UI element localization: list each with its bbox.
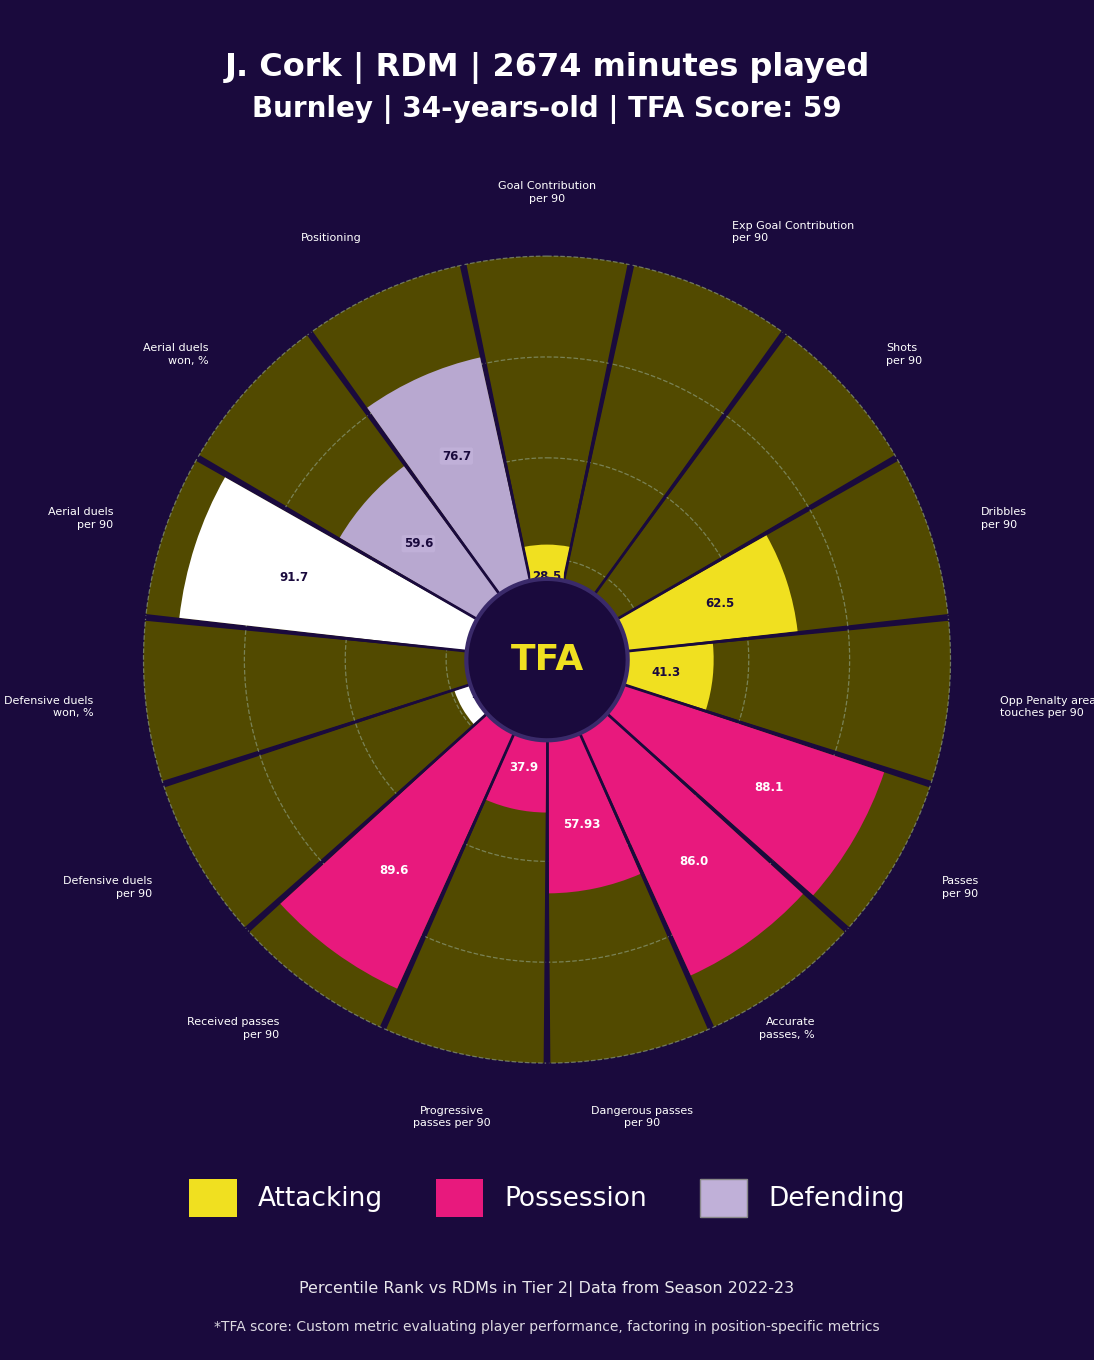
- Bar: [547, 461, 947, 660]
- Bar: [547, 643, 713, 710]
- Text: *TFA score: Custom metric evaluating player performance, factoring in position-s: *TFA score: Custom metric evaluating pla…: [214, 1321, 880, 1334]
- Text: Accurate
passes, %: Accurate passes, %: [759, 1017, 815, 1039]
- Bar: [280, 660, 547, 989]
- Text: Burnley | 34-years-old | TFA Score: 59: Burnley | 34-years-old | TFA Score: 59: [253, 95, 841, 124]
- Bar: [466, 256, 628, 660]
- Bar: [547, 335, 895, 660]
- Text: Dangerous passes
per 90: Dangerous passes per 90: [591, 1106, 693, 1127]
- Text: Percentile Rank vs RDMs in Tier 2| Data from Season 2022-23: Percentile Rank vs RDMs in Tier 2| Data …: [300, 1281, 794, 1297]
- Text: 91.7: 91.7: [279, 571, 309, 583]
- Text: TFA: TFA: [511, 643, 583, 677]
- Text: 24.2: 24.2: [472, 688, 501, 702]
- Text: 62.5: 62.5: [705, 597, 734, 611]
- Bar: [199, 335, 547, 660]
- Bar: [547, 660, 640, 894]
- Text: Aerial duels
won, %: Aerial duels won, %: [142, 343, 208, 366]
- Bar: [547, 660, 930, 928]
- Bar: [249, 660, 547, 1027]
- Text: Defensive duels
per 90: Defensive duels per 90: [62, 876, 152, 899]
- Text: Dribbles
per 90: Dribbles per 90: [980, 507, 1026, 530]
- Text: 17.65: 17.65: [544, 617, 582, 630]
- Text: Progressive
passes per 90: Progressive passes per 90: [414, 1106, 491, 1127]
- Text: 37.9: 37.9: [510, 760, 538, 774]
- Bar: [547, 590, 589, 660]
- Bar: [547, 660, 803, 975]
- Bar: [313, 265, 547, 660]
- Text: 41.3: 41.3: [652, 665, 680, 679]
- Bar: [179, 477, 547, 660]
- Text: 76.7: 76.7: [442, 450, 470, 462]
- Bar: [368, 358, 547, 660]
- Bar: [386, 660, 547, 1064]
- Bar: [547, 609, 602, 660]
- Text: 86.0: 86.0: [679, 855, 709, 868]
- Bar: [524, 544, 570, 660]
- Legend: Attacking, Possession, Defending: Attacking, Possession, Defending: [178, 1168, 916, 1227]
- Bar: [164, 660, 547, 928]
- Text: Shots
per 90: Shots per 90: [886, 343, 922, 366]
- Text: Passes
per 90: Passes per 90: [942, 876, 979, 899]
- Bar: [547, 660, 845, 1027]
- Text: Positioning: Positioning: [301, 233, 361, 243]
- Text: J. Cork | RDM | 2674 minutes played: J. Cork | RDM | 2674 minutes played: [224, 52, 870, 84]
- Text: 15.7: 15.7: [558, 630, 587, 643]
- Bar: [340, 466, 547, 660]
- Text: 28.5: 28.5: [533, 570, 561, 583]
- Bar: [486, 660, 547, 812]
- Bar: [143, 620, 547, 781]
- Bar: [547, 660, 708, 1064]
- Text: 13.6: 13.6: [502, 657, 532, 669]
- Text: Exp Goal Contribution
per 90: Exp Goal Contribution per 90: [733, 220, 854, 243]
- Bar: [547, 660, 884, 895]
- Bar: [547, 536, 798, 660]
- Bar: [547, 265, 781, 660]
- Text: Received passes
per 90: Received passes per 90: [187, 1017, 279, 1039]
- Text: Goal Contribution
per 90: Goal Contribution per 90: [498, 181, 596, 204]
- Text: Aerial duels
per 90: Aerial duels per 90: [48, 507, 114, 530]
- Text: Defensive duels
won, %: Defensive duels won, %: [4, 696, 93, 718]
- Text: 89.6: 89.6: [380, 864, 409, 877]
- Bar: [547, 620, 951, 781]
- Polygon shape: [466, 579, 628, 740]
- Bar: [492, 654, 547, 676]
- Text: 57.93: 57.93: [563, 817, 601, 831]
- Text: 88.1: 88.1: [754, 781, 783, 794]
- Text: 59.6: 59.6: [404, 537, 433, 551]
- Bar: [454, 660, 547, 725]
- Bar: [147, 461, 547, 660]
- Text: Opp Penalty area
touches per 90: Opp Penalty area touches per 90: [1001, 696, 1094, 718]
